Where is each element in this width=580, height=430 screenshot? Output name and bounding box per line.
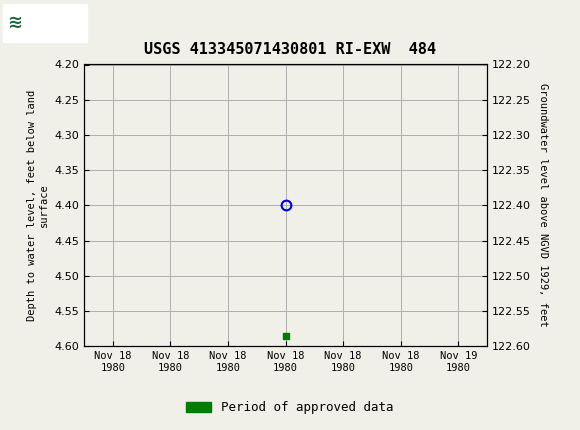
Text: ≋: ≋ xyxy=(7,14,22,31)
Text: USGS 413345071430801 RI-EXW  484: USGS 413345071430801 RI-EXW 484 xyxy=(144,42,436,57)
Bar xyxy=(3,3,87,42)
Y-axis label: Depth to water level, feet below land
surface: Depth to water level, feet below land su… xyxy=(27,90,49,321)
Legend: Period of approved data: Period of approved data xyxy=(181,396,399,419)
Y-axis label: Groundwater level above NGVD 1929, feet: Groundwater level above NGVD 1929, feet xyxy=(538,83,548,327)
Text: USGS: USGS xyxy=(38,14,81,31)
